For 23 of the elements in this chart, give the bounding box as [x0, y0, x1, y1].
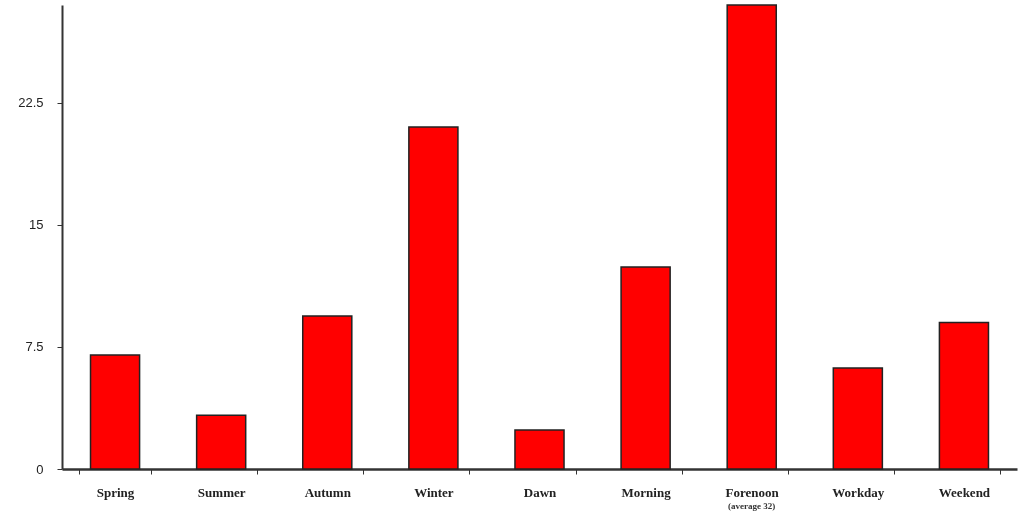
y-tick-label: 7.5: [25, 339, 44, 355]
bar: [620, 266, 671, 470]
x-tick-label: Autumn: [304, 484, 352, 500]
bar: [408, 126, 459, 470]
x-tick-label: Dawn: [523, 484, 558, 500]
bar: [301, 315, 353, 470]
x-tick-label: Winter: [414, 484, 454, 500]
x-tick-label: Spring: [96, 484, 135, 500]
x-tick-label: Morning: [621, 484, 672, 500]
y-tick-label: 0: [36, 461, 44, 477]
bar: [726, 4, 778, 470]
x-tick-label: Weekend: [938, 484, 991, 500]
x-tick-label: Workday: [832, 484, 885, 500]
bar: [89, 354, 141, 470]
bar: [514, 429, 565, 470]
x-tick-label: Summer: [197, 484, 246, 500]
bar: [832, 367, 884, 470]
text: (average 32): [728, 501, 776, 511]
bar: [195, 414, 247, 470]
x-tick-label: Forenoon: [725, 484, 780, 500]
y-tick-label: 15: [29, 217, 44, 233]
bar: [938, 321, 990, 470]
y-tick-label: 22.5: [18, 95, 44, 111]
